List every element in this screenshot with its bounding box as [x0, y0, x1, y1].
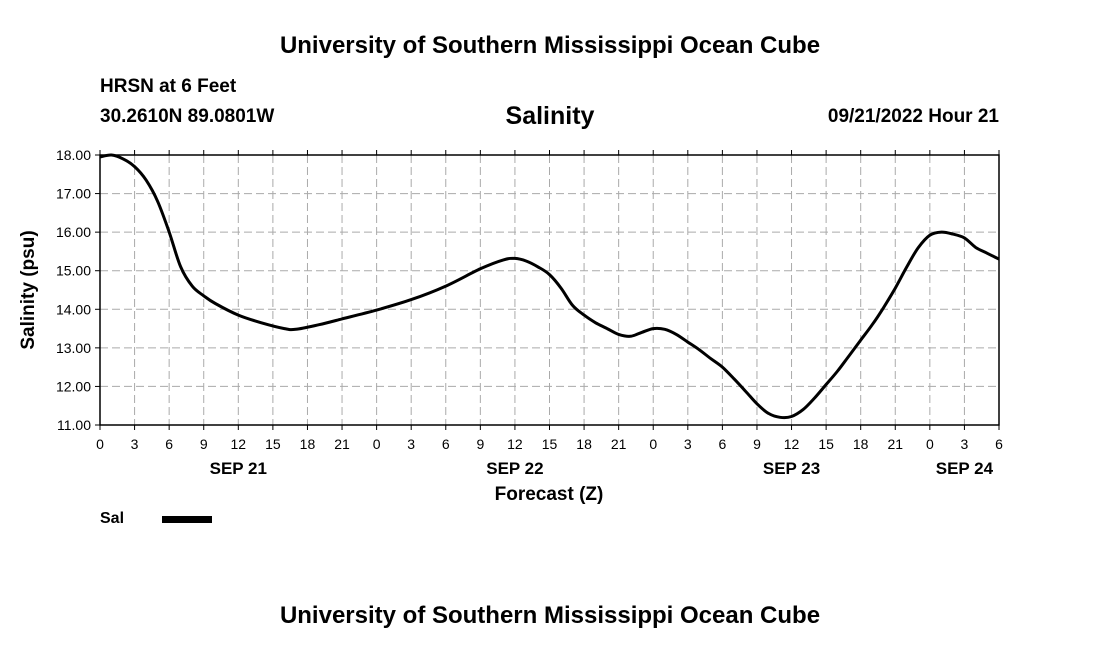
x-tick-label: 3	[684, 436, 692, 452]
date-label: SEP 22	[486, 459, 543, 478]
coordinates-label: 30.2610N 89.0801W	[100, 106, 275, 127]
salinity-chart: 11.00 12.00 13.00 14.00 15.00 16.00 17.00 18.00…	[18, 147, 1003, 505]
x-tick-label: 21	[887, 436, 903, 452]
y-axis: 11.00 12.00 13.00 14.00 15.00 16.00 17.00 18.00	[56, 147, 100, 433]
y-tick-label: 15.00	[56, 263, 91, 279]
x-tick-label: 0	[373, 436, 381, 452]
bottom-title: University of Southern Mississippi Ocean…	[279, 602, 821, 629]
x-tick-label: 0	[649, 436, 657, 452]
x-tick-label: 3	[961, 436, 969, 452]
date-labels: SEP 21 SEP 22 SEP 23 SEP 24	[210, 459, 994, 478]
y-tick-label: 11.00	[57, 417, 91, 433]
x-tick-label: 21	[611, 436, 627, 452]
date-label: SEP 23	[763, 459, 820, 478]
x-tick-label: 15	[818, 436, 834, 452]
chart-title: Salinity	[505, 102, 595, 130]
x-tick-label: 18	[853, 436, 869, 452]
x-tick-label: 21	[334, 436, 350, 452]
x-tick-label: 6	[165, 436, 173, 452]
x-tick-label: 6	[995, 436, 1003, 452]
x-tick-label: 6	[442, 436, 450, 452]
x-tick-label: 12	[231, 436, 247, 452]
top-title: University of Southern Mississippi Ocean…	[279, 32, 821, 59]
legend-label: Sal	[100, 510, 125, 527]
x-tick-label: 18	[576, 436, 592, 452]
x-tick-label: 3	[131, 436, 139, 452]
y-tick-label: 16.00	[56, 224, 91, 240]
x-tick-label: 0	[96, 436, 104, 452]
x-tick-label: 9	[200, 436, 208, 452]
x-tick-label: 12	[507, 436, 523, 452]
x-axis: 0 3 6 9 12 15 18 21 0 3 6 9 12 15 18 21 0 3 6 9 12 15 18 21 0 3 6	[96, 150, 1003, 452]
x-tick-label: 9	[476, 436, 484, 452]
legend-swatch	[162, 516, 212, 523]
station-label: HRSN at 6 Feet	[100, 76, 237, 97]
date-label: SEP 24	[936, 459, 994, 478]
x-tick-label: 15	[542, 436, 558, 452]
x-tick-label: 15	[265, 436, 281, 452]
grid-lines	[100, 154, 999, 426]
date-label: SEP 21	[210, 459, 267, 478]
x-tick-label: 0	[926, 436, 934, 452]
y-tick-label: 12.00	[56, 378, 91, 394]
x-axis-label: Forecast (Z)	[495, 484, 604, 505]
y-tick-label: 13.00	[56, 340, 91, 356]
x-tick-label: 18	[300, 436, 316, 452]
x-tick-label: 9	[753, 436, 761, 452]
x-tick-label: 12	[784, 436, 800, 452]
series-line-sal	[99, 153, 1000, 420]
y-tick-label: 17.00	[56, 186, 91, 202]
y-axis-label: Salinity (psu)	[18, 230, 39, 349]
y-tick-label: 14.00	[56, 301, 91, 317]
x-tick-label: 6	[718, 436, 726, 452]
x-tick-label: 3	[407, 436, 415, 452]
datetime-label: 09/21/2022 Hour 21	[827, 106, 999, 127]
y-tick-label: 18.00	[56, 147, 91, 163]
